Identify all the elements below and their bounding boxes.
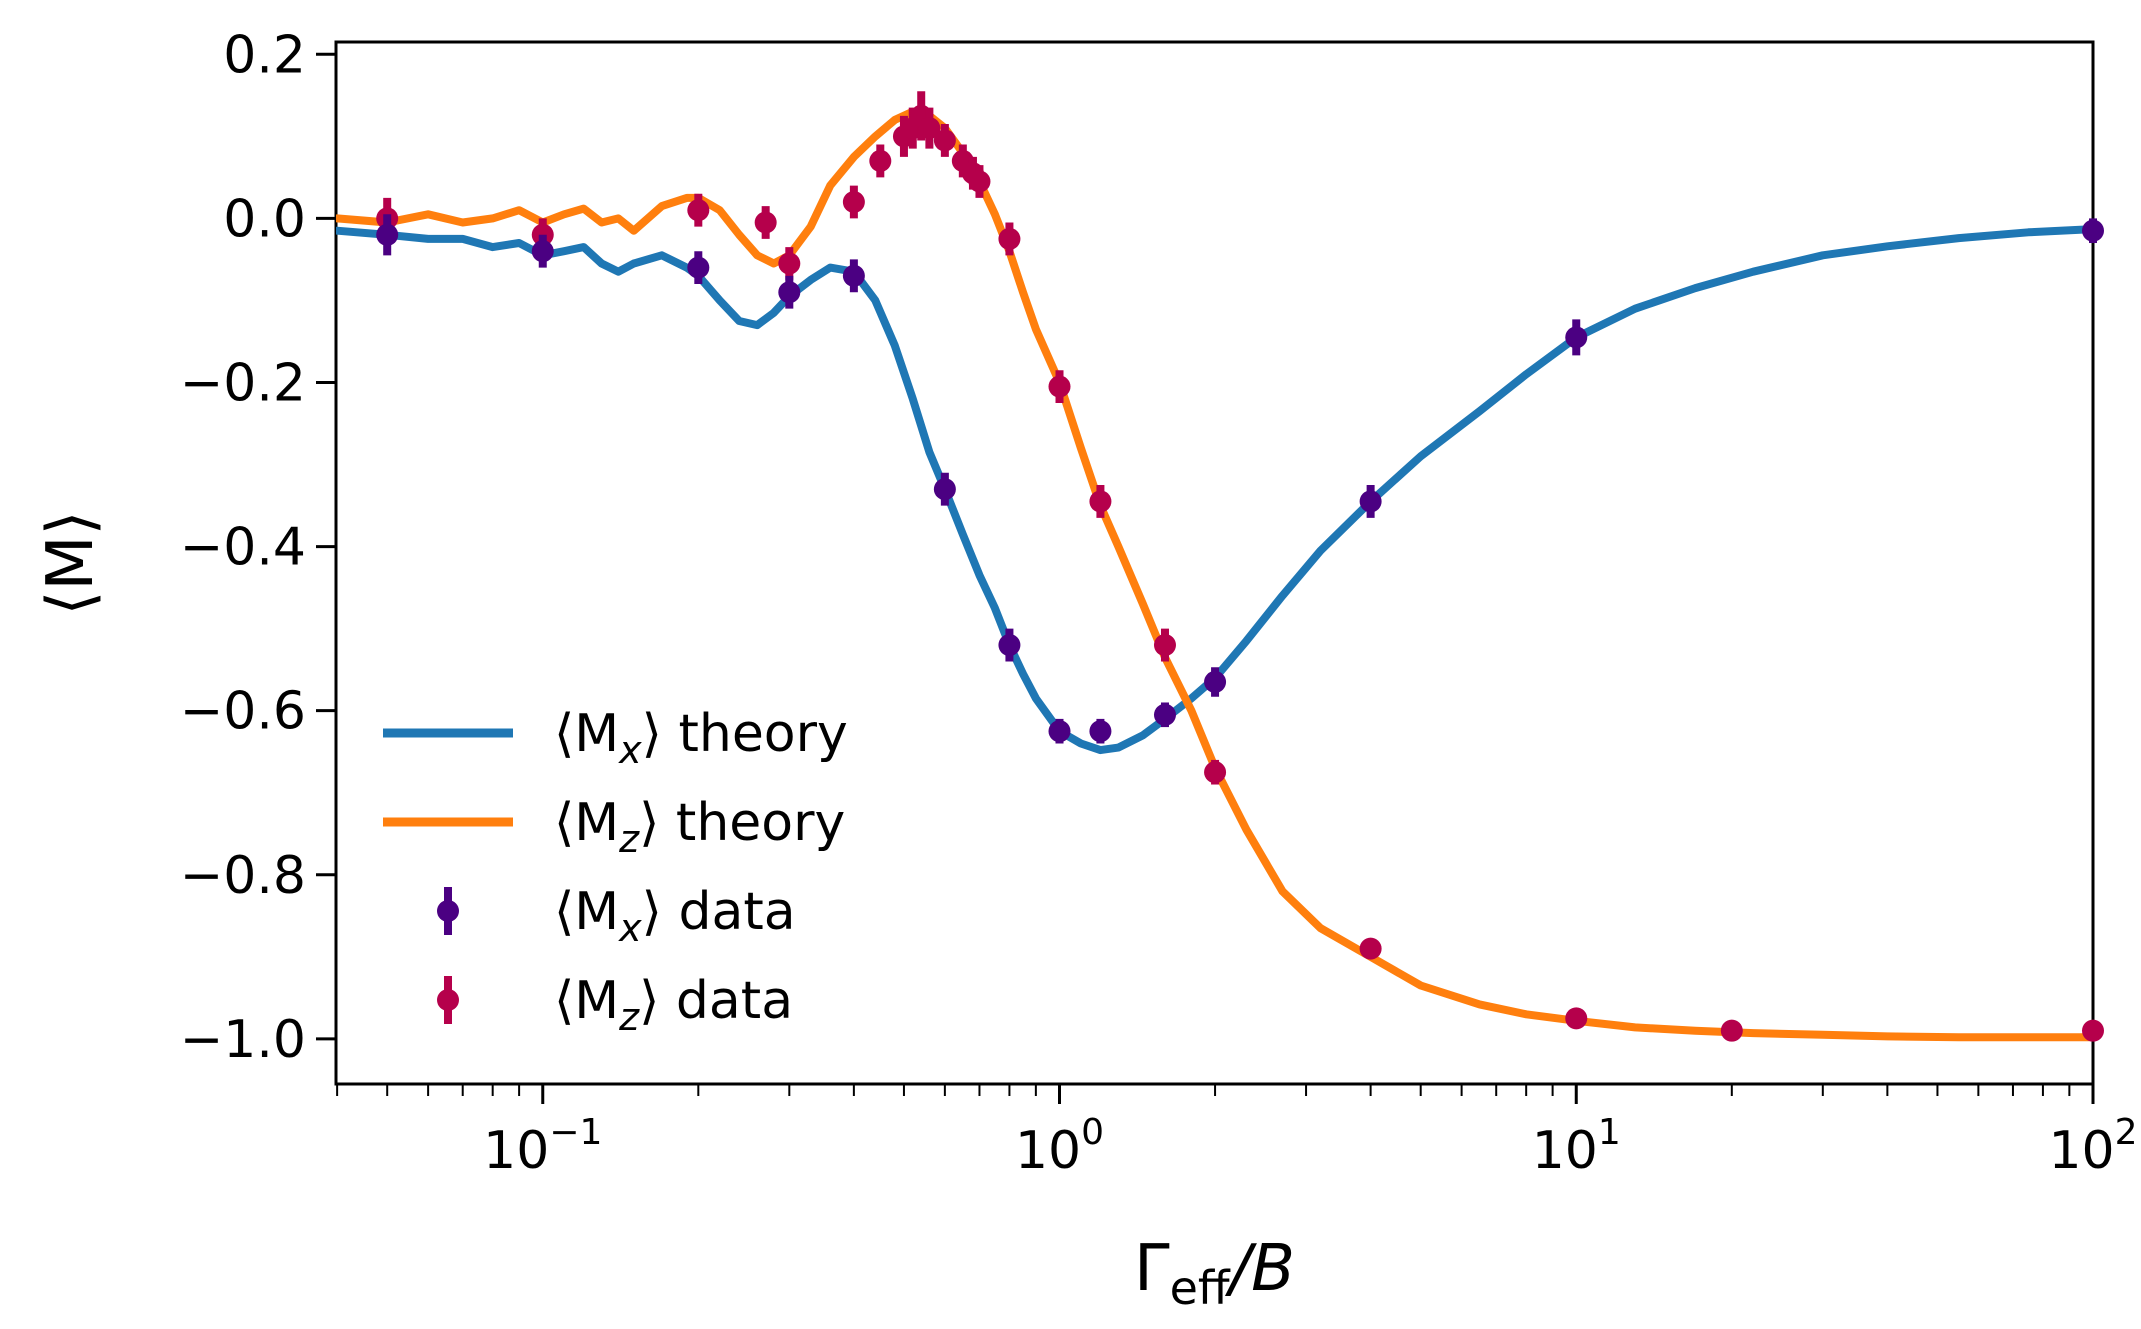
data-point-mx-6: [998, 634, 1021, 657]
legend-label-1: ⟨Mz⟩ theory: [554, 793, 845, 861]
x-tick-label-0: 10−1: [483, 1112, 602, 1181]
y-tick-label-5: −0.8: [180, 846, 306, 906]
y-tick-label-6: −1.0: [180, 1010, 306, 1070]
data-point-mx-5: [933, 478, 956, 501]
y-axis-label: ⟨M⟩: [34, 510, 108, 615]
y-tick-label-4: −0.6: [180, 682, 306, 742]
data-point-mx-2: [687, 256, 710, 279]
data-point-mz-5: [842, 190, 865, 213]
data-point-mx-8: [1089, 720, 1112, 743]
data-point-mz-4: [778, 252, 801, 275]
y-tick-label-0: 0.2: [223, 25, 306, 85]
data-point-mx-13: [2082, 219, 2104, 242]
data-point-mz-21: [1565, 1007, 1588, 1030]
data-point-mz-18: [1153, 634, 1176, 657]
x-axis-label: Γeff/B: [1134, 1232, 1295, 1315]
data-point-mz-23: [2082, 1019, 2104, 1042]
data-point-mx-12: [1565, 326, 1588, 349]
data-point-mz-3: [754, 211, 777, 234]
data-point-mz-19: [1204, 761, 1227, 784]
data-point-mz-2: [687, 199, 710, 222]
y-tick-label-3: −0.4: [180, 518, 306, 578]
data-point-mx-1: [531, 240, 554, 263]
data-point-mz-20: [1359, 937, 1382, 960]
data-point-mz-6: [869, 149, 892, 172]
data-point-mx-0: [376, 223, 399, 246]
data-point-mz-16: [1048, 375, 1071, 398]
legend-label-0: ⟨Mx⟩ theory: [554, 704, 848, 772]
x-tick-label-1: 100: [1015, 1112, 1104, 1181]
x-tick-label-2: 101: [1532, 1112, 1621, 1181]
y-tick-label-1: 0.0: [223, 189, 306, 249]
y-tick-label-2: −0.2: [180, 353, 306, 413]
data-point-mx-11: [1359, 490, 1382, 513]
data-point-mx-7: [1048, 720, 1071, 743]
x-tick-label-3: 102: [2048, 1112, 2137, 1181]
legend-swatch-3: [437, 989, 459, 1011]
data-point-mz-22: [1720, 1019, 1743, 1042]
data-point-mz-10: [918, 117, 941, 140]
legend-label-2: ⟨Mx⟩ data: [554, 882, 796, 950]
data-point-mx-4: [842, 264, 865, 287]
data-point-mz-11: [933, 129, 956, 152]
data-point-mx-9: [1153, 703, 1176, 726]
data-point-mz-15: [998, 227, 1021, 250]
series-line-mx-theory: [336, 225, 2093, 755]
legend-label-3: ⟨Mz⟩ data: [554, 971, 793, 1039]
legend-swatch-2: [437, 900, 459, 922]
data-point-mx-3: [778, 281, 801, 304]
data-point-mz-17: [1089, 490, 1112, 513]
data-point-mz-14: [968, 170, 991, 193]
data-point-mx-10: [1204, 670, 1227, 693]
